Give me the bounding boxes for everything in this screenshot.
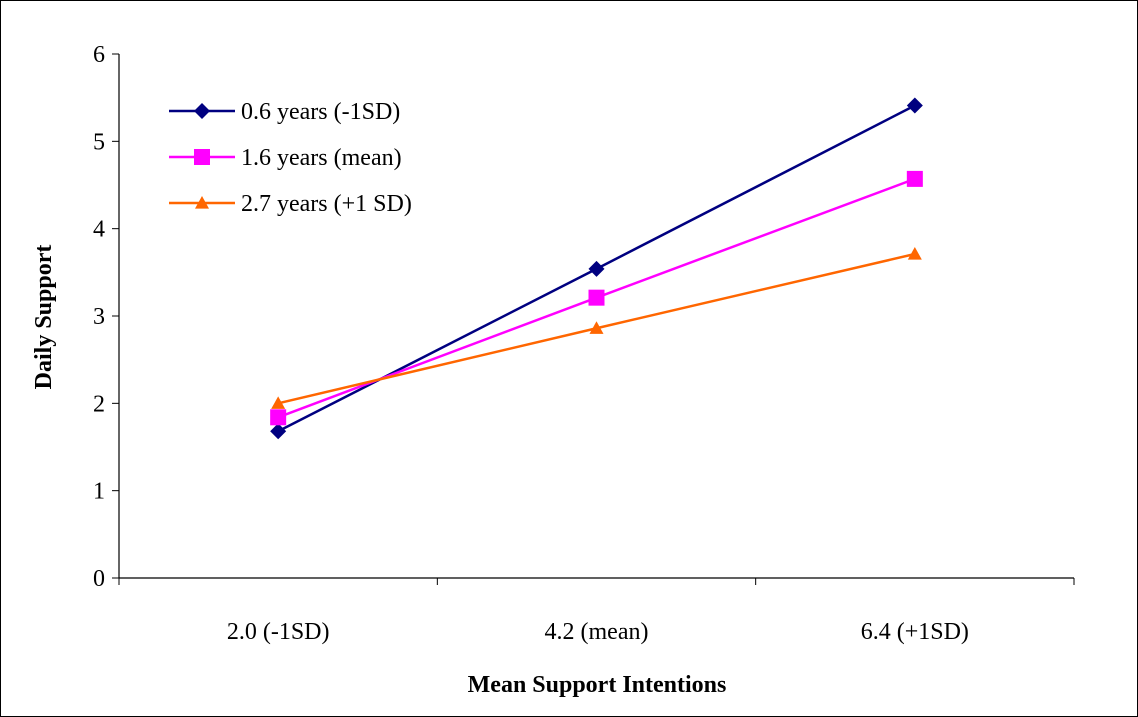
y-tick-label: 5 xyxy=(93,129,105,155)
data-point xyxy=(270,409,287,426)
legend-item-1: 0.6 years (-1SD) xyxy=(169,99,400,125)
legend: 0.6 years (-1SD) 1.6 years (mean) 2.7 year… xyxy=(169,99,412,217)
legend-label: 2.7 years (+1 SD) xyxy=(241,191,412,217)
legend-label: 1.6 years (mean) xyxy=(241,145,402,171)
data-point xyxy=(906,170,923,187)
x-tick-label: 6.4 (+1SD) xyxy=(861,619,969,645)
data-point xyxy=(588,289,605,306)
legend-label: 0.6 years (-1SD) xyxy=(241,99,400,125)
data-point xyxy=(907,246,922,260)
x-axis-title: Mean Support Intentions xyxy=(468,672,727,698)
axes-layer xyxy=(112,53,1075,585)
y-tick-label: 4 xyxy=(93,217,105,243)
y-tick-label: 1 xyxy=(93,479,105,505)
y-tick-label: 2 xyxy=(93,391,105,417)
x-tick-label: 2.0 (-1SD) xyxy=(227,619,330,645)
legend-item-2: 1.6 years (mean) xyxy=(169,145,402,171)
y-tick-label: 3 xyxy=(93,304,105,330)
data-point xyxy=(270,423,287,440)
data-point xyxy=(271,396,286,409)
series-layer xyxy=(270,97,923,440)
y-tick-label: 6 xyxy=(93,42,105,68)
y-axis-title: Daily Support xyxy=(31,245,57,390)
x-tick-labels: 2.0 (-1SD) 4.2 (mean) 6.4 (+1SD) xyxy=(227,619,969,645)
series-3 xyxy=(271,246,922,409)
legend-item-3: 2.7 years (+1 SD) xyxy=(169,191,412,217)
data-point xyxy=(589,321,604,334)
y-tick-label: 0 xyxy=(93,566,105,592)
data-point xyxy=(588,260,605,277)
legend-swatch-marker xyxy=(194,149,210,165)
x-tick-label: 4.2 (mean) xyxy=(545,619,649,645)
legend-swatch-marker xyxy=(194,103,210,119)
legend-swatch-marker xyxy=(195,196,209,209)
y-tick-labels: 0 1 2 3 4 5 6 xyxy=(93,42,105,592)
data-point xyxy=(906,97,923,114)
